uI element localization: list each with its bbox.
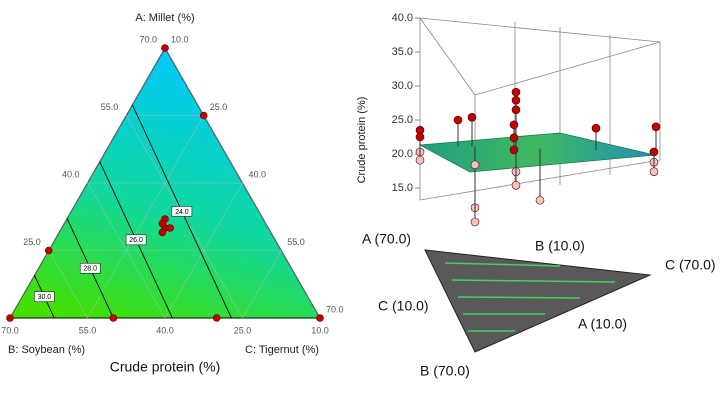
contour-label-box bbox=[79, 263, 101, 274]
data-point bbox=[415, 155, 425, 165]
vertex-label: C: Tigernut (%) bbox=[245, 344, 319, 356]
surface bbox=[418, 132, 656, 173]
data-point bbox=[651, 122, 661, 132]
z-axis-label: Crude protein (%) bbox=[356, 97, 368, 184]
data-point bbox=[511, 95, 521, 105]
z-tick-label: 30.0 bbox=[392, 80, 413, 92]
corner-label: C (70.0) bbox=[665, 257, 716, 273]
data-point bbox=[535, 195, 545, 205]
design-point bbox=[212, 314, 221, 322]
tick-label: 25.0 bbox=[234, 325, 252, 335]
z-tick-label: 25.0 bbox=[392, 114, 413, 126]
contour-label-box bbox=[171, 206, 193, 217]
design-point bbox=[158, 219, 167, 228]
tick-label: 25.0 bbox=[23, 237, 41, 247]
x-axis-label: Crude protein (%) bbox=[110, 359, 221, 375]
tick-label: 40.0 bbox=[249, 169, 267, 179]
tick-label: 55.0 bbox=[101, 102, 119, 112]
tick-label: 10.0 bbox=[311, 325, 329, 335]
tick-label: 55.0 bbox=[79, 325, 97, 335]
tick-label: 40.0 bbox=[62, 169, 80, 179]
data-point bbox=[511, 105, 521, 115]
contour-label: 24.0 bbox=[175, 209, 189, 216]
corner-label: C (10.0) bbox=[378, 298, 429, 314]
corner-label: B (10.0) bbox=[535, 238, 585, 254]
tick-label: 10.0 bbox=[171, 34, 189, 44]
grid-line bbox=[242, 250, 282, 319]
data-point bbox=[649, 167, 659, 176]
data-point bbox=[453, 115, 463, 125]
tick-label: 70.0 bbox=[1, 325, 19, 335]
grid-line bbox=[9, 47, 166, 319]
design-point bbox=[109, 314, 118, 322]
data-point bbox=[470, 217, 480, 227]
corner-label: B (70.0) bbox=[420, 363, 470, 379]
tick-label: 40.0 bbox=[156, 325, 174, 335]
contour-label: 30.0 bbox=[38, 294, 52, 301]
tick-label: 55.0 bbox=[287, 237, 305, 247]
contour-label-box bbox=[125, 234, 147, 246]
data-point bbox=[511, 87, 521, 97]
z-tick-label: 20.0 bbox=[392, 148, 413, 160]
contour-label-box bbox=[34, 291, 55, 302]
grid-line bbox=[87, 115, 205, 319]
data-point bbox=[591, 123, 601, 133]
grid-line bbox=[164, 182, 243, 319]
contour-label: 28.0 bbox=[83, 266, 97, 273]
design-point bbox=[199, 111, 208, 120]
data-point bbox=[509, 120, 519, 130]
z-tick-label: 15.0 bbox=[392, 182, 413, 194]
vertex-label: B: Soybean (%) bbox=[8, 344, 85, 356]
data-point bbox=[467, 112, 477, 122]
design-point bbox=[6, 314, 14, 322]
corner-label: A (10.0) bbox=[578, 316, 627, 332]
floor-contours bbox=[444, 262, 616, 332]
corner-label: A (70.0) bbox=[362, 231, 411, 247]
tick-label: 25.0 bbox=[210, 102, 228, 112]
tick-label: 70.0 bbox=[139, 34, 157, 44]
design-point bbox=[161, 44, 169, 52]
z-tick-label: 35.0 bbox=[392, 46, 413, 58]
data-point bbox=[509, 133, 519, 142]
contour-label: 26.0 bbox=[129, 237, 143, 244]
design-point bbox=[166, 224, 174, 232]
data-point bbox=[415, 132, 425, 142]
grid-line bbox=[48, 250, 88, 319]
design-point bbox=[158, 228, 167, 237]
tick-label: 70.0 bbox=[326, 304, 344, 314]
vertex-label: A: Millet (%) bbox=[135, 12, 194, 24]
data-point bbox=[511, 180, 521, 190]
z-tick-label: 40.0 bbox=[392, 12, 413, 24]
design-point bbox=[44, 246, 53, 255]
design-point bbox=[316, 314, 324, 322]
data-point bbox=[470, 160, 480, 170]
floor-triangle bbox=[424, 249, 652, 353]
data-point bbox=[509, 145, 519, 155]
